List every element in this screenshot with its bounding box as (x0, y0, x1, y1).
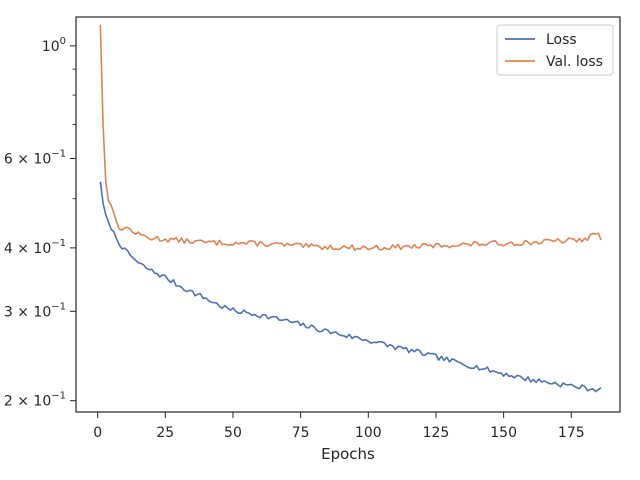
x-tick-label: 25 (156, 425, 174, 441)
plot-area (76, 17, 620, 412)
y-tick-label: 6 × 10−1 (4, 148, 66, 167)
y-tick-label: 4 × 10−1 (4, 238, 66, 257)
x-tick-label: 150 (490, 425, 517, 441)
legend-box (496, 24, 614, 76)
legend-label-loss: Loss (546, 32, 577, 48)
x-tick-label: 125 (423, 425, 450, 441)
x-axis-label: Epochs (321, 445, 375, 463)
series-line-loss (99, 181, 602, 393)
y-tick-label: 100 (42, 36, 66, 55)
x-tick-label: 100 (355, 425, 382, 441)
legend-label-val-loss: Val. loss (546, 54, 603, 70)
series-line-val-loss (99, 24, 602, 252)
x-tick-label: 75 (292, 425, 310, 441)
x-tick-label: 50 (224, 425, 242, 441)
x-tick-label: 175 (558, 425, 585, 441)
plot-frame (75, 16, 621, 413)
x-tick-label: 0 (93, 425, 102, 441)
y-tick-label: 2 × 10−1 (4, 391, 66, 410)
y-tick-label: 3 × 10−1 (4, 301, 66, 320)
legend: Loss Val. loss (496, 24, 614, 76)
